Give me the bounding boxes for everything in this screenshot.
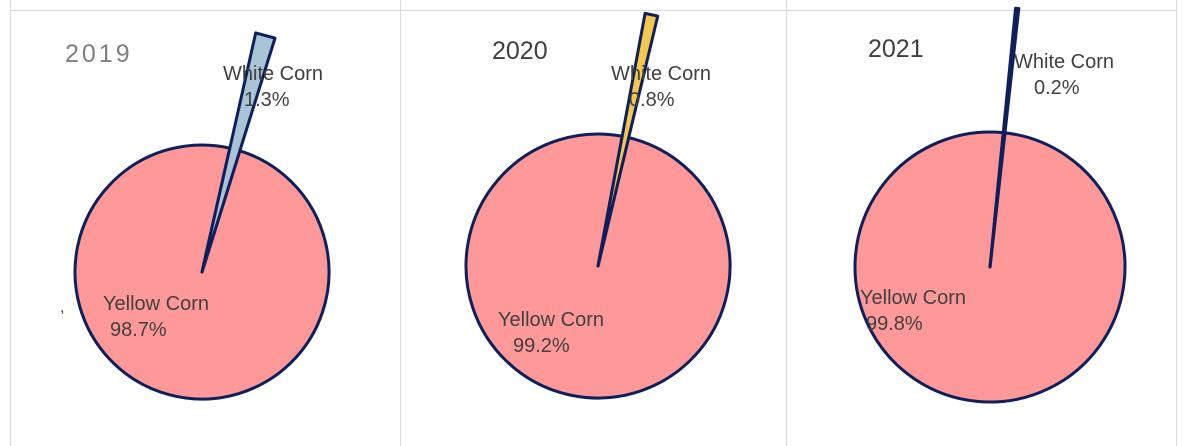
white-corn-label-2019: White Corn <box>223 63 324 85</box>
stray-comma: , <box>60 299 65 316</box>
chart-title-2020: 2020 <box>492 37 548 65</box>
yellow-corn-label-2019: Yellow Corn <box>103 293 209 315</box>
white-corn-value-2020: 0.8% <box>629 89 675 111</box>
white-corn-slice-2019 <box>200 31 277 274</box>
yellow-corn-value-2019: 98.7% <box>110 319 167 341</box>
white-corn-label-2020: White Corn <box>611 63 712 85</box>
chart-title-2021: 2021 <box>868 35 924 63</box>
chart-title-2019: 2019 <box>65 40 133 68</box>
white-corn-label-2021: White Corn <box>1014 51 1115 73</box>
yellow-corn-value-2020: 99.2% <box>513 335 570 357</box>
white-corn-value-2019: 1.3% <box>244 89 290 111</box>
white-corn-slice-2020 <box>596 11 660 268</box>
white-corn-slice-2021 <box>988 6 1021 269</box>
yellow-corn-value-2021: 99.8% <box>866 313 923 335</box>
panel-divider-right <box>1176 0 1177 446</box>
panel-top-border <box>10 10 1177 11</box>
panel-divider-2 <box>786 0 787 446</box>
white-corn-value-2021: 0.2% <box>1034 77 1080 99</box>
yellow-corn-label-2021: Yellow Corn <box>860 287 966 309</box>
yellow-corn-label-2020: Yellow Corn <box>498 309 604 331</box>
panel-divider-1 <box>400 0 401 446</box>
panel-divider-left <box>10 0 11 446</box>
